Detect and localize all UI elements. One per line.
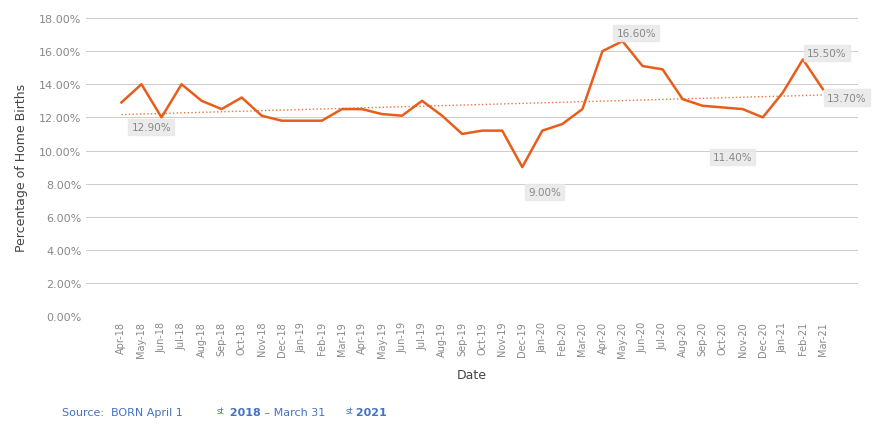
Y-axis label: Percentage of Home Births: Percentage of Home Births [15, 84, 28, 251]
Text: st: st [345, 406, 353, 415]
Text: 13.70%: 13.70% [827, 93, 866, 103]
Text: 15.50%: 15.50% [807, 49, 847, 59]
X-axis label: Date: Date [458, 368, 487, 381]
Text: st: st [217, 406, 225, 415]
Text: 9.00%: 9.00% [528, 187, 561, 197]
Text: 2021: 2021 [352, 408, 387, 417]
Text: 16.60%: 16.60% [617, 29, 656, 39]
Text: 11.40%: 11.40% [712, 153, 752, 163]
Text: Source:  BORN April 1: Source: BORN April 1 [62, 408, 182, 417]
Text: 2018: 2018 [226, 408, 260, 417]
Text: 12.90%: 12.90% [132, 123, 171, 133]
Text: – March 31: – March 31 [261, 408, 326, 417]
